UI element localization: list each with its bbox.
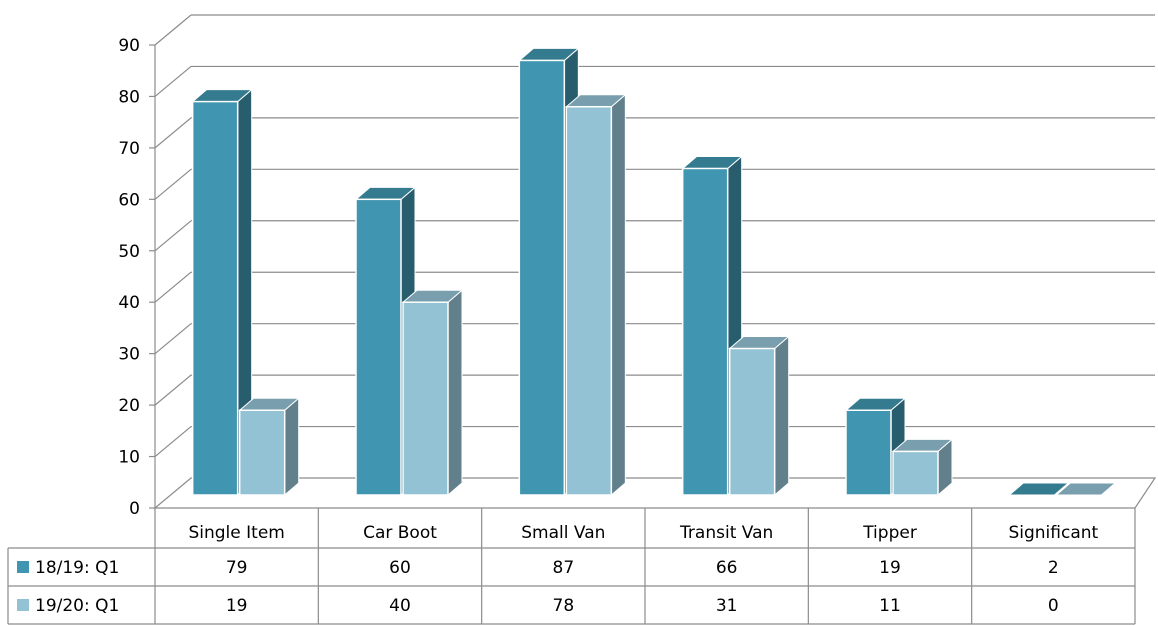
data-label: 60 <box>389 558 411 578</box>
data-label: 2 <box>1048 558 1059 578</box>
bar-side <box>774 335 790 497</box>
bar <box>728 347 776 496</box>
data-label: 87 <box>553 558 575 578</box>
y-tick-label: 90 <box>118 36 140 56</box>
y-tick-label: 40 <box>118 293 140 313</box>
bar-top <box>1007 482 1070 496</box>
y-tick-label: 50 <box>118 242 140 262</box>
data-label: 0 <box>1048 596 1059 616</box>
category-label: Significant <box>1008 523 1098 543</box>
gridlines <box>154 14 1155 458</box>
gridline-side <box>154 323 192 355</box>
y-tick-label: 80 <box>118 87 140 107</box>
bar-side <box>284 397 300 497</box>
bar <box>845 409 892 496</box>
gridline-side <box>154 220 192 252</box>
y-axis-ticks: 0 10 20 30 40 50 60 70 80 90 <box>118 36 155 519</box>
legend-swatch <box>17 599 29 611</box>
data-label: 78 <box>553 596 575 616</box>
category-label: Small Van <box>521 523 605 543</box>
gridline-side <box>154 271 192 303</box>
data-label: 66 <box>716 558 738 578</box>
bar <box>518 59 566 496</box>
data-label: 19 <box>879 558 901 578</box>
data-label: 31 <box>716 596 738 616</box>
gridline-side <box>154 65 192 97</box>
category-label: Single Item <box>188 523 284 543</box>
series-label: 18/19: Q1 <box>35 558 119 578</box>
bar <box>681 167 729 496</box>
bar <box>355 198 402 496</box>
category-label: Transit Van <box>679 523 773 543</box>
gridline-side <box>154 426 192 458</box>
data-label: 79 <box>226 558 248 578</box>
bar <box>565 105 613 496</box>
series-label: 19/20: Q1 <box>35 596 119 616</box>
data-table: Single Item Car Boot Small Van Transit Van T… <box>7 508 1136 625</box>
y-tick-label: 70 <box>118 139 140 159</box>
legend-swatch <box>17 561 29 573</box>
chart-walls <box>153 45 1157 509</box>
gridline-side <box>154 168 192 200</box>
y-tick-label: 30 <box>118 345 140 365</box>
category-label: Car Boot <box>363 523 437 543</box>
category-label: Tipper <box>862 523 917 543</box>
bar <box>191 100 239 496</box>
bar <box>892 450 939 496</box>
data-label: 40 <box>389 596 411 616</box>
data-label: 11 <box>879 596 901 616</box>
y-tick-label: 0 <box>129 499 140 519</box>
gridline-side <box>154 14 192 46</box>
bar-side <box>610 93 626 497</box>
bar-side <box>447 289 463 497</box>
data-label: 19 <box>226 596 248 616</box>
bar <box>402 301 449 496</box>
chart-floor <box>153 477 1157 509</box>
bar <box>238 409 286 496</box>
y-tick-label: 20 <box>118 396 140 416</box>
gridline-side <box>154 117 192 149</box>
y-tick-label: 60 <box>118 190 140 210</box>
gridline-side <box>154 374 192 406</box>
bar-top <box>1054 482 1117 496</box>
y-tick-label: 10 <box>118 448 140 468</box>
bars <box>191 47 1117 497</box>
